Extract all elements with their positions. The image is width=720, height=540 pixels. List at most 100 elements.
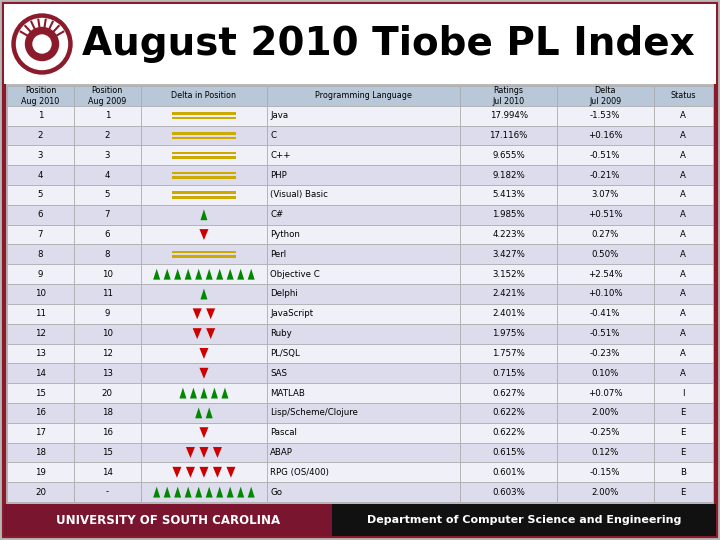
Text: 2.421%: 2.421% xyxy=(492,289,525,299)
Bar xyxy=(74,443,141,462)
Bar xyxy=(654,264,713,284)
Bar xyxy=(141,462,267,482)
Text: E: E xyxy=(680,428,686,437)
Bar xyxy=(172,251,235,253)
Text: 2: 2 xyxy=(104,131,110,140)
Text: 15: 15 xyxy=(35,389,46,397)
Bar xyxy=(4,504,331,536)
Polygon shape xyxy=(200,210,207,220)
Text: C++: C++ xyxy=(270,151,291,160)
Text: A: A xyxy=(680,171,686,180)
Bar xyxy=(557,205,654,225)
Bar xyxy=(654,126,713,145)
Bar xyxy=(172,172,235,174)
Polygon shape xyxy=(163,269,171,280)
Text: +2.54%: +2.54% xyxy=(588,269,623,279)
Text: 1.757%: 1.757% xyxy=(492,349,525,358)
Polygon shape xyxy=(211,388,218,399)
Text: A: A xyxy=(680,269,686,279)
Bar xyxy=(267,205,460,225)
Polygon shape xyxy=(193,308,202,319)
Text: +0.16%: +0.16% xyxy=(588,131,623,140)
Text: UNIVERSITY OF SOUTH CAROLINA: UNIVERSITY OF SOUTH CAROLINA xyxy=(55,514,280,526)
Bar xyxy=(557,106,654,126)
Bar xyxy=(460,363,557,383)
Bar xyxy=(460,126,557,145)
Polygon shape xyxy=(216,269,223,280)
Bar xyxy=(141,264,267,284)
Text: 0.12%: 0.12% xyxy=(592,448,619,457)
Bar xyxy=(654,304,713,323)
Polygon shape xyxy=(190,388,197,399)
Text: A: A xyxy=(680,329,686,338)
Polygon shape xyxy=(174,487,181,497)
Bar xyxy=(557,264,654,284)
Text: A: A xyxy=(680,230,686,239)
Bar xyxy=(654,245,713,264)
Text: -0.51%: -0.51% xyxy=(590,151,621,160)
Bar xyxy=(141,165,267,185)
Bar xyxy=(141,284,267,304)
Bar xyxy=(7,482,74,502)
Text: SAS: SAS xyxy=(270,369,287,378)
Bar xyxy=(654,145,713,165)
Text: 0.715%: 0.715% xyxy=(492,369,525,378)
Bar xyxy=(172,137,235,139)
Bar xyxy=(460,86,557,106)
Bar xyxy=(141,86,267,106)
Bar xyxy=(74,225,141,245)
Polygon shape xyxy=(199,447,208,458)
Text: 2.00%: 2.00% xyxy=(592,408,619,417)
Bar xyxy=(7,363,74,383)
Text: Objective C: Objective C xyxy=(270,269,320,279)
Bar xyxy=(172,196,235,199)
Text: 11: 11 xyxy=(102,289,113,299)
Polygon shape xyxy=(226,467,235,478)
Bar xyxy=(7,343,74,363)
Bar xyxy=(7,423,74,443)
Bar xyxy=(7,383,74,403)
Bar xyxy=(557,423,654,443)
Bar xyxy=(267,126,460,145)
Bar xyxy=(141,482,267,502)
Polygon shape xyxy=(200,288,207,300)
Bar xyxy=(267,145,460,165)
Bar xyxy=(172,176,235,179)
Text: 3.152%: 3.152% xyxy=(492,269,525,279)
Bar xyxy=(7,225,74,245)
Bar xyxy=(460,323,557,343)
Bar xyxy=(654,482,713,502)
Text: A: A xyxy=(680,111,686,120)
Bar xyxy=(172,112,235,114)
Text: 0.615%: 0.615% xyxy=(492,448,525,457)
Bar xyxy=(654,462,713,482)
Bar xyxy=(267,86,460,106)
Polygon shape xyxy=(179,388,186,399)
Polygon shape xyxy=(185,487,192,497)
Bar xyxy=(141,343,267,363)
Bar xyxy=(7,304,74,323)
Polygon shape xyxy=(174,269,181,280)
Bar xyxy=(141,245,267,264)
Bar xyxy=(460,403,557,423)
Bar xyxy=(557,225,654,245)
Polygon shape xyxy=(163,487,171,497)
Bar xyxy=(74,482,141,502)
Bar xyxy=(7,323,74,343)
Text: -0.25%: -0.25% xyxy=(590,428,621,437)
Polygon shape xyxy=(199,229,208,240)
Bar xyxy=(267,323,460,343)
Circle shape xyxy=(33,35,51,53)
Bar xyxy=(654,323,713,343)
Circle shape xyxy=(25,28,58,60)
Bar xyxy=(74,205,141,225)
Polygon shape xyxy=(213,467,222,478)
Text: 9: 9 xyxy=(37,269,43,279)
Text: 20: 20 xyxy=(102,389,113,397)
Bar xyxy=(7,403,74,423)
Text: 2.00%: 2.00% xyxy=(592,488,619,497)
Bar xyxy=(267,363,460,383)
Text: 5: 5 xyxy=(104,191,110,199)
Bar xyxy=(74,185,141,205)
Text: A: A xyxy=(680,250,686,259)
